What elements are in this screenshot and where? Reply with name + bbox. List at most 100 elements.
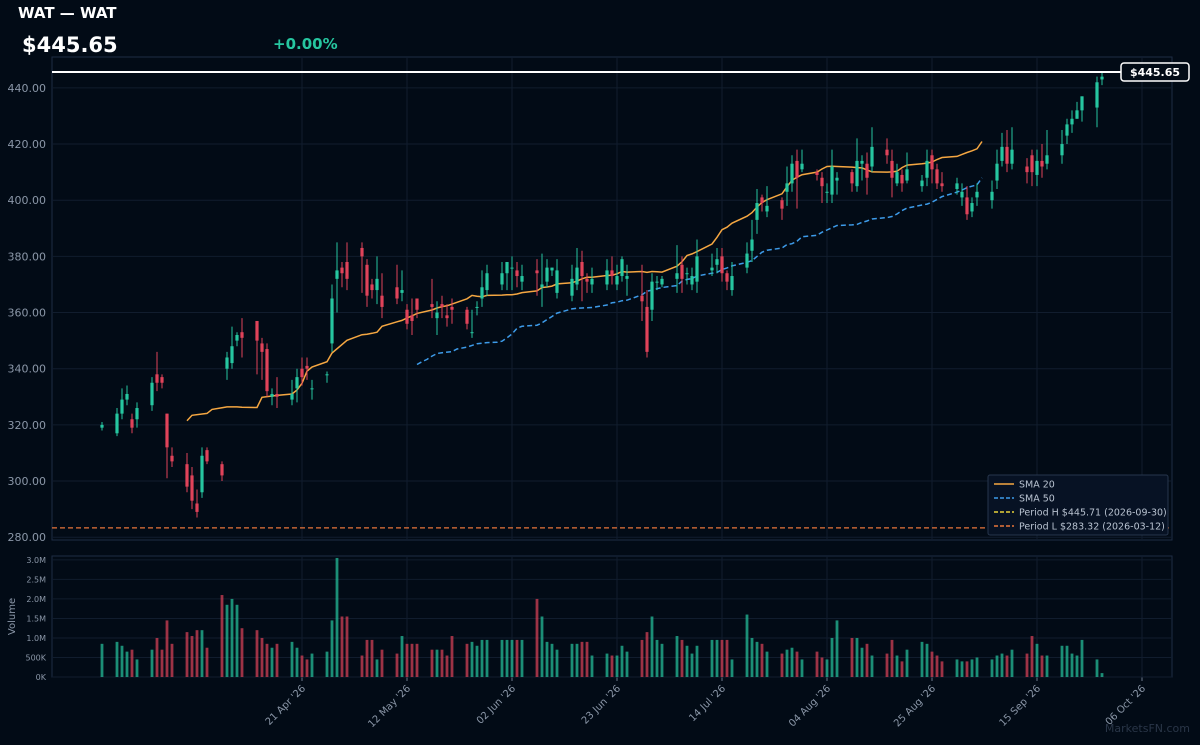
volume-bar — [515, 639, 519, 677]
candle-body — [570, 278, 574, 296]
volume-bar — [435, 649, 439, 677]
candle-body — [125, 393, 129, 400]
volume-bar — [725, 639, 729, 677]
candle-body — [360, 247, 364, 257]
candle-body — [820, 177, 824, 187]
legend-label: SMA 50 — [1019, 494, 1055, 505]
ticker-title: WAT — WAT — [18, 4, 117, 22]
candle-body — [960, 191, 964, 198]
volume-bar — [825, 659, 829, 677]
candle-body — [835, 177, 839, 181]
candle-body — [620, 259, 624, 277]
candle-body — [955, 183, 959, 189]
candle-body — [345, 261, 349, 279]
volume-bar — [995, 655, 999, 677]
candle-body — [990, 191, 994, 201]
volume-bar — [135, 659, 139, 677]
price-change: +0.00% — [273, 35, 338, 53]
candle-body — [380, 295, 384, 307]
x-tick-label: 14 Jul '26 — [687, 683, 728, 724]
volume-bar — [685, 645, 689, 677]
volume-bar — [330, 620, 334, 677]
legend-label: Period H $445.71 (2026-09-30) — [1019, 508, 1167, 519]
candle-body — [435, 312, 439, 319]
candle-body — [590, 278, 594, 285]
volume-bar — [150, 649, 154, 677]
candle-body — [130, 419, 134, 428]
volume-bar — [305, 659, 309, 677]
y-tick-label: 420.00 — [8, 138, 47, 151]
volume-bar — [310, 653, 314, 677]
price-panel-frame — [51, 56, 1173, 541]
volume-bar — [400, 636, 404, 677]
candle-body — [500, 273, 504, 285]
volume-bar — [225, 604, 229, 677]
candle-body — [200, 455, 204, 493]
volume-bar — [405, 643, 409, 677]
candle-body — [470, 332, 474, 334]
candle-body — [610, 270, 614, 277]
volume-bar — [540, 616, 544, 677]
volume-bar — [1025, 653, 1029, 677]
volume-bar — [960, 661, 964, 677]
candle-body — [550, 267, 554, 271]
volume-tick-label: 1.5M — [26, 614, 46, 623]
volume-bar — [1065, 645, 1069, 677]
candle-body — [1025, 166, 1029, 173]
candle-body — [190, 475, 194, 501]
volume-bar — [340, 616, 344, 677]
candle-body — [295, 377, 299, 389]
candle-body — [150, 382, 154, 406]
candle-body — [515, 270, 519, 277]
y-tick-label: 340.00 — [8, 363, 47, 376]
candle-body — [650, 281, 654, 310]
candle-body — [745, 253, 749, 268]
candle-body — [240, 332, 244, 338]
candle-body — [325, 374, 329, 376]
volume-bar — [645, 632, 649, 677]
volume-tick-label: 1.0M — [26, 634, 46, 643]
volume-bar — [375, 659, 379, 677]
x-tick-label: 21 Apr '26 — [264, 683, 308, 727]
candle-body — [300, 368, 304, 378]
volume-bar — [655, 639, 659, 677]
volume-bar — [1075, 655, 1079, 677]
candle-body — [965, 197, 969, 215]
volume-bar — [230, 598, 234, 677]
volume-bar — [975, 657, 979, 677]
candle-body — [750, 239, 754, 251]
volume-bar — [905, 649, 909, 677]
volume-bar — [610, 655, 614, 677]
y-tick-label: 320.00 — [8, 419, 47, 432]
candle-body — [900, 174, 904, 184]
volume-bar — [830, 637, 834, 677]
volume-bar — [265, 643, 269, 677]
candle-body — [115, 413, 119, 434]
volume-bar — [465, 643, 469, 677]
candle-body — [255, 320, 259, 341]
volume-bar — [765, 651, 769, 677]
candle-body — [850, 172, 854, 184]
volume-tick-label: 2.0M — [26, 595, 46, 604]
candle-body — [870, 146, 874, 167]
candle-body — [655, 281, 659, 283]
candle-body — [195, 503, 199, 512]
volume-bar — [885, 653, 889, 677]
volume-bar — [640, 639, 644, 677]
candle-body — [925, 160, 929, 178]
volume-bar — [370, 639, 374, 677]
volume-bar — [965, 661, 969, 677]
volume-bar — [325, 651, 329, 677]
volume-bar — [550, 643, 554, 677]
volume-bar — [450, 636, 454, 677]
volume-bar — [335, 557, 339, 677]
candle-body — [375, 278, 379, 291]
volume-bar — [855, 637, 859, 677]
volume-bar — [650, 616, 654, 677]
volume-bar — [1030, 636, 1034, 677]
volume-bar — [710, 639, 714, 677]
volume-bar — [755, 641, 759, 677]
volume-bar — [1060, 645, 1064, 677]
legend-label: Period L $283.32 (2026-03-12) — [1019, 522, 1165, 533]
candle-body — [265, 349, 269, 392]
